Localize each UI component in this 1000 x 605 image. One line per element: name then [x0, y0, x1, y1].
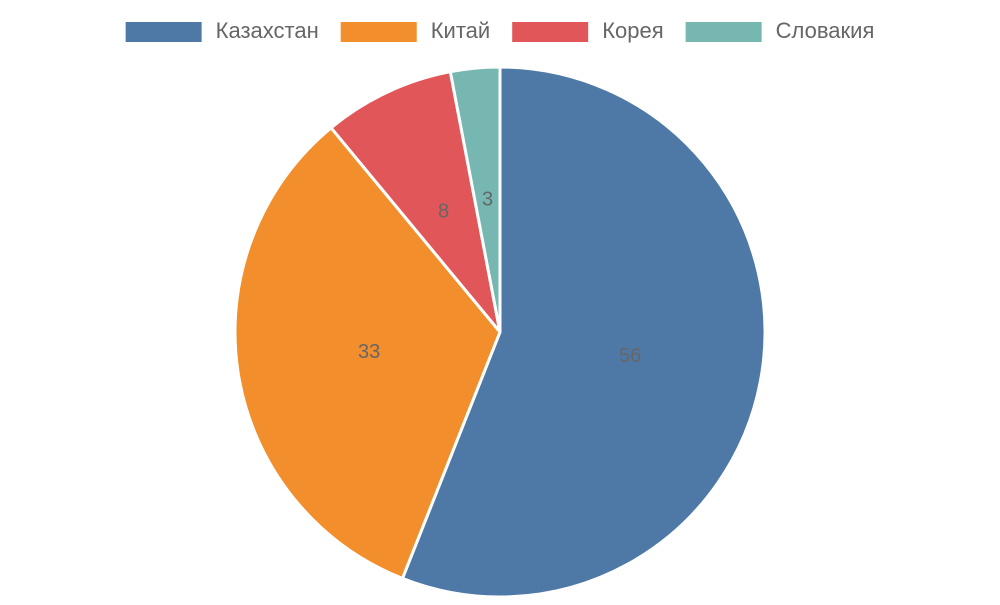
- labels: 56 33 8 3: [358, 188, 641, 367]
- legend-swatch: [340, 22, 417, 42]
- data-label: 33: [358, 341, 380, 363]
- legend-swatch: [125, 22, 202, 42]
- data-label: 8: [438, 200, 449, 222]
- pie-slice: [448, 65, 502, 334]
- pie: [233, 65, 767, 599]
- pie-slice: [233, 126, 502, 580]
- pie-slice: [329, 70, 502, 334]
- legend-label: Корея: [602, 18, 663, 43]
- legend: Казахстан Китай Корея Словакия: [125, 18, 875, 43]
- pie-slice: [400, 65, 767, 599]
- legend-label: Китай: [431, 18, 490, 43]
- legend-swatch: [685, 22, 762, 42]
- data-label: 56: [619, 345, 641, 367]
- legend-swatch: [512, 22, 589, 42]
- legend-label: Словакия: [776, 18, 875, 43]
- data-label: 3: [482, 188, 493, 210]
- legend-label: Казахстан: [216, 18, 319, 43]
